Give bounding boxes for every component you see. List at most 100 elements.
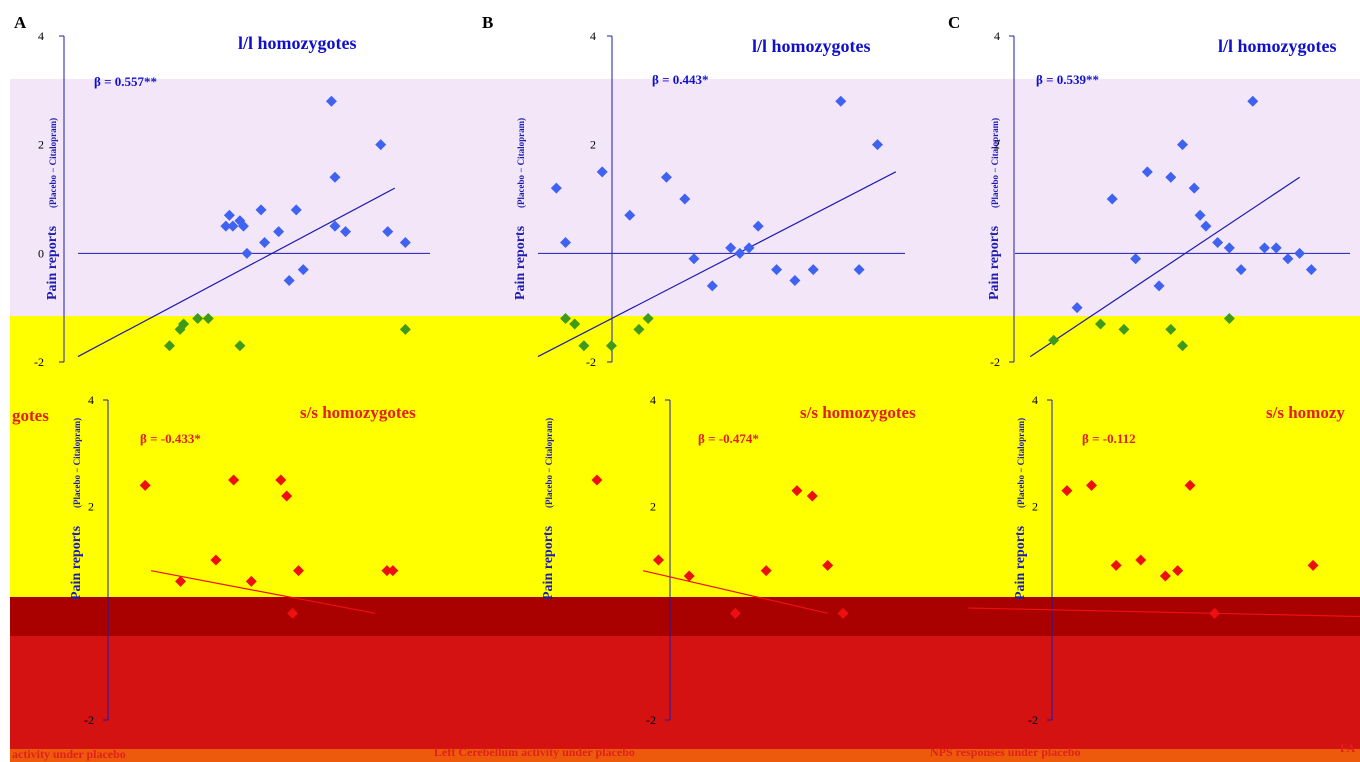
y-axis-label-ss-a-main: Pain reports <box>69 525 84 600</box>
data-point <box>1188 182 1200 194</box>
y-axis-label-ss-a: Pain reports (Placebo − Citalopram) <box>69 418 84 600</box>
y-tick-label: 4 <box>994 29 1000 43</box>
data-point <box>241 247 253 259</box>
data-point <box>1307 559 1319 571</box>
x-axis-label-a: activity under placebo <box>12 747 126 761</box>
regression-line <box>537 171 897 358</box>
y-axis-label-ss-b-main: Pain reports <box>541 525 556 600</box>
y-tick-label: 4 <box>1032 393 1038 407</box>
data-point <box>752 220 764 232</box>
data-point <box>591 474 603 486</box>
y-axis-label-ll-b-main: Pain reports <box>513 225 528 300</box>
data-point <box>292 565 304 577</box>
ll-beta-a: β = 0.557** <box>94 74 157 89</box>
data-point <box>652 554 664 566</box>
data-point <box>660 171 672 183</box>
data-point <box>1095 318 1107 330</box>
band-ss-background <box>10 316 1360 598</box>
y-tick-label: 2 <box>88 500 94 514</box>
ll-title-b: l/l homozygotes <box>752 36 871 56</box>
y-tick-label: -2 <box>646 713 656 727</box>
data-point <box>642 313 654 325</box>
regression-line <box>77 187 396 358</box>
data-point <box>1258 242 1270 254</box>
data-point <box>387 565 399 577</box>
y-axis-label-ll-a-sub: (Placebo − Citalopram) <box>48 118 58 208</box>
data-point <box>139 479 151 491</box>
ss-beta-c: β = -0.112 <box>1082 431 1136 446</box>
ss-beta-a: β = -0.433* <box>140 431 201 446</box>
data-point <box>1130 253 1142 265</box>
data-point <box>399 236 411 248</box>
data-point <box>1282 253 1294 265</box>
data-point <box>633 323 645 335</box>
data-point <box>550 182 562 194</box>
y-axis-label-ss-b-sub: (Placebo − Citalopram) <box>544 418 554 508</box>
ss-title-c: s/s homozy <box>1266 403 1345 422</box>
data-point <box>743 242 755 254</box>
y-axis-label-ss-c: Pain reports (Placebo − Citalopram) <box>1013 418 1028 600</box>
data-point <box>1153 280 1165 292</box>
y-tick-label: -2 <box>1028 713 1038 727</box>
data-point <box>1209 607 1221 619</box>
data-point <box>192 313 204 325</box>
data-point <box>822 559 834 571</box>
y-tick-label: 4 <box>650 393 656 407</box>
band-red-background <box>10 636 1360 750</box>
x-axis-label-c: NPS responses under placebo <box>930 745 1081 759</box>
band-dark-strip <box>10 597 1360 637</box>
data-point <box>835 95 847 107</box>
data-point <box>1247 95 1259 107</box>
data-point <box>283 275 295 286</box>
data-point <box>164 340 176 352</box>
data-point <box>569 318 581 330</box>
regression-line <box>642 570 828 614</box>
y-axis-label-ll-b: Pain reports (Placebo − Citalopram) <box>513 118 528 300</box>
data-point <box>1212 236 1224 248</box>
data-point <box>210 554 222 566</box>
y-axis-label-ll-b-sub: (Placebo − Citalopram) <box>516 118 526 208</box>
data-point <box>1184 479 1196 491</box>
data-point <box>1118 323 1130 335</box>
ll-beta-c: β = 0.539** <box>1036 72 1099 87</box>
y-tick-label: -2 <box>34 355 44 369</box>
data-point <box>1294 247 1306 259</box>
y-axis-label-ss-b: Pain reports (Placebo − Citalopram) <box>541 418 556 600</box>
y-tick-label: 4 <box>590 29 596 43</box>
data-point <box>227 220 239 232</box>
y-axis-label-ll-c-sub: (Placebo − Citalopram) <box>990 118 1000 208</box>
data-point <box>259 236 271 248</box>
regression-line <box>1029 176 1300 358</box>
data-point <box>837 607 849 619</box>
data-point <box>1141 166 1153 178</box>
data-point <box>223 209 235 221</box>
right-edge-label: FA <box>1340 741 1355 755</box>
data-point <box>202 313 214 325</box>
y-tick-label: -2 <box>586 355 596 369</box>
data-point <box>729 607 741 619</box>
y-tick-label: 0 <box>38 246 44 260</box>
y-tick-label: 2 <box>38 138 44 152</box>
data-point <box>1177 139 1188 151</box>
data-point <box>734 247 746 259</box>
panel-letter-a: A <box>14 13 27 32</box>
data-point <box>1223 313 1235 325</box>
data-point <box>771 264 783 276</box>
regression-line <box>150 570 376 614</box>
ss-title-b: s/s homozygotes <box>800 403 916 422</box>
data-point <box>1194 209 1206 221</box>
data-point <box>287 607 299 619</box>
data-point <box>297 264 309 276</box>
data-point <box>329 171 341 183</box>
data-point <box>679 193 691 205</box>
data-point <box>329 220 341 232</box>
band-bottom-strip <box>10 749 1360 762</box>
data-point <box>789 275 801 286</box>
data-point <box>806 490 818 502</box>
data-point <box>624 209 636 221</box>
x-axis-label-b: Left Cerebellum activity under placebo <box>434 745 635 759</box>
y-axis-label-ss-a-sub: (Placebo − Citalopram) <box>72 418 82 508</box>
data-point <box>1048 334 1060 346</box>
data-point <box>1235 264 1247 276</box>
data-point <box>1200 220 1212 232</box>
